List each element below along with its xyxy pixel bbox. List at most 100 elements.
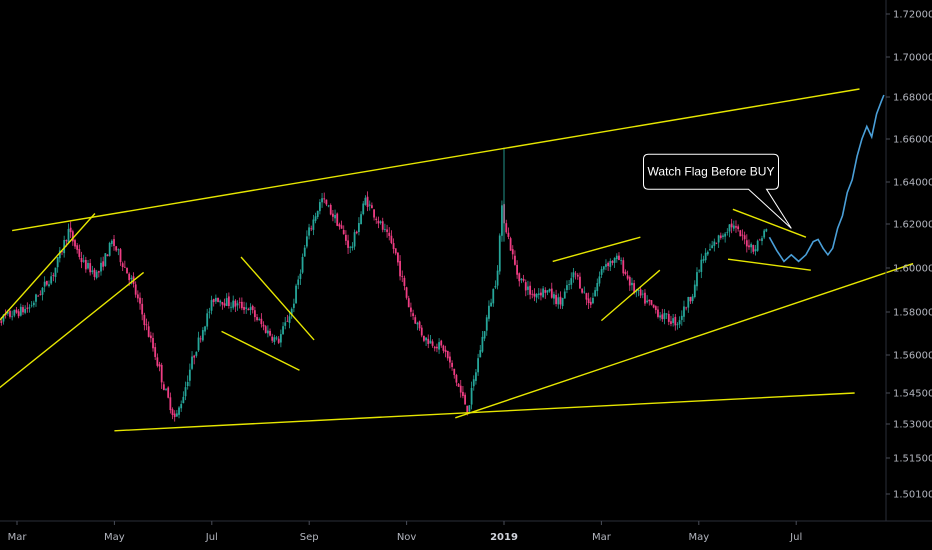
candle [674,313,677,331]
candle [498,233,501,275]
candle [555,289,558,307]
candle [136,290,139,303]
candle [299,269,302,285]
candle [56,257,59,273]
candle [641,289,644,299]
candle [579,272,581,289]
candle [160,362,163,389]
candle [100,257,102,276]
candle [162,381,165,391]
candle [69,221,72,239]
candle [485,314,488,336]
y-tick-label: 1.56000 [893,351,932,362]
candle [43,276,46,293]
candle [115,245,118,252]
candle [145,318,148,331]
candle [631,277,633,291]
candle [618,252,620,261]
candle [340,220,343,229]
candle [104,252,107,267]
candle [696,267,698,291]
candle [683,300,685,322]
candle [520,278,523,284]
y-tick-label: 1.50100 [893,490,932,501]
candle [201,327,204,342]
candle [602,266,605,273]
candle [63,235,66,258]
candle [355,230,358,235]
candle [522,274,525,283]
candle [167,386,170,399]
candle [505,219,508,234]
candle [371,202,373,209]
candle [87,259,89,270]
candle [537,288,540,300]
candle [470,381,473,410]
trendline-layer [0,88,914,432]
candle [45,280,48,287]
candle [156,353,159,368]
candle [178,406,180,419]
x-tick-label: Jul [205,532,218,543]
candle [188,363,191,387]
candle [605,259,607,271]
candle [169,392,172,414]
candle [262,321,265,331]
candle [186,375,189,390]
candle [318,199,321,215]
candle [357,217,360,236]
candle [102,256,105,271]
candle [676,322,679,330]
candle [654,305,657,314]
candle [260,313,263,328]
candle [572,267,575,283]
candle [687,296,690,313]
candle [453,368,456,379]
candle [418,320,421,331]
candle [403,275,406,291]
y-tick-label: 1.64000 [893,178,932,189]
candle [711,240,714,249]
candle [321,192,323,208]
candle [652,304,655,309]
candle [386,224,388,238]
candle [154,342,157,361]
candle [589,297,592,308]
candle [745,234,748,253]
candle [327,204,330,208]
candle [305,230,308,249]
y-tick-label: 1.62000 [893,220,932,231]
candle [19,303,22,317]
candle [459,379,462,398]
candle [325,199,328,207]
candle [147,321,150,338]
candle [171,407,174,420]
candle [427,334,430,349]
candle [663,309,666,325]
candle [464,392,466,405]
candle [685,306,688,311]
candle [628,275,631,291]
candle [80,251,83,269]
candle [26,302,29,313]
candlestick-series [0,147,768,422]
candle [48,280,50,288]
candle [706,250,709,256]
candle [553,291,555,305]
candle [197,331,200,353]
candle [279,329,282,348]
candle [535,293,538,303]
early-rising-line-a [0,213,96,321]
candle [758,238,761,241]
candle [451,360,453,371]
candle [401,270,404,283]
candle [583,286,586,294]
candle [308,223,310,240]
candle [726,228,729,236]
candle [282,322,284,335]
candle [199,335,202,343]
candle [288,311,291,329]
candle [576,272,579,280]
